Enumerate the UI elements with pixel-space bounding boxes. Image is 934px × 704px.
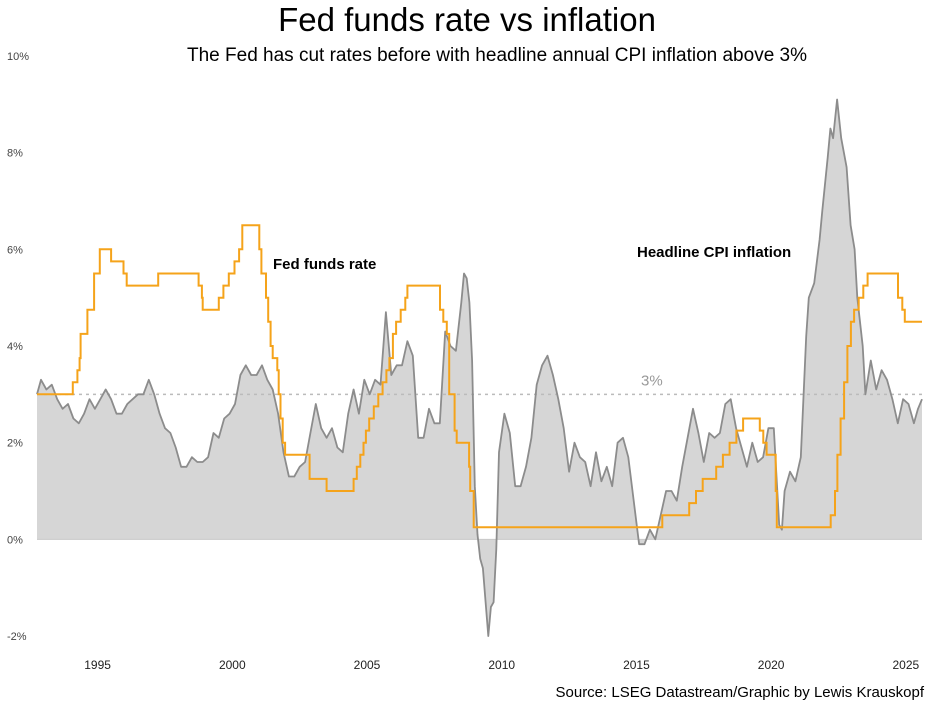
y-tick-label: 4% [7,341,23,353]
x-tick-label: 2005 [354,658,381,672]
fed-funds-rate-line [37,224,922,529]
x-tick-label: 2000 [219,658,246,672]
chart-title: Fed funds rate vs inflation [278,1,656,38]
y-tick-label: 2% [7,438,23,450]
y-tick-label: 8% [7,148,23,160]
fed-funds-rate-label: Fed funds rate [273,256,376,273]
y-tick-label: 6% [7,244,23,256]
cpi-inflation-line [36,98,923,637]
x-tick-label: 2015 [623,658,650,672]
reference-line-label: 3% [641,372,663,389]
chart-subtitle: The Fed has cut rates before with headli… [187,45,807,66]
x-tick-label: 1995 [84,658,111,672]
cpi-inflation-label: Headline CPI inflation [637,244,791,261]
y-tick-label: -2% [7,631,27,643]
y-tick-label: 10% [7,51,29,63]
cpi-area-fill [37,99,922,636]
x-tick-label: 2025 [892,658,919,672]
chart-source: Source: LSEG Datastream/Graphic by Lewis… [555,684,925,701]
y-tick-label: 0% [7,534,23,546]
annotation-layer: Fed funds rate Headline CPI inflation [273,244,791,273]
reference-line-layer: 3% [37,372,922,396]
axis-layer: 1995 2000 2005 2010 2015 2020 2025 -2% 0% 2% 4% 6% 8… [7,51,920,672]
cpi-area-layer [37,99,922,636]
x-tick-label: 2010 [488,658,515,672]
x-tick-label: 2020 [758,658,785,672]
series-line-layer [36,98,923,637]
